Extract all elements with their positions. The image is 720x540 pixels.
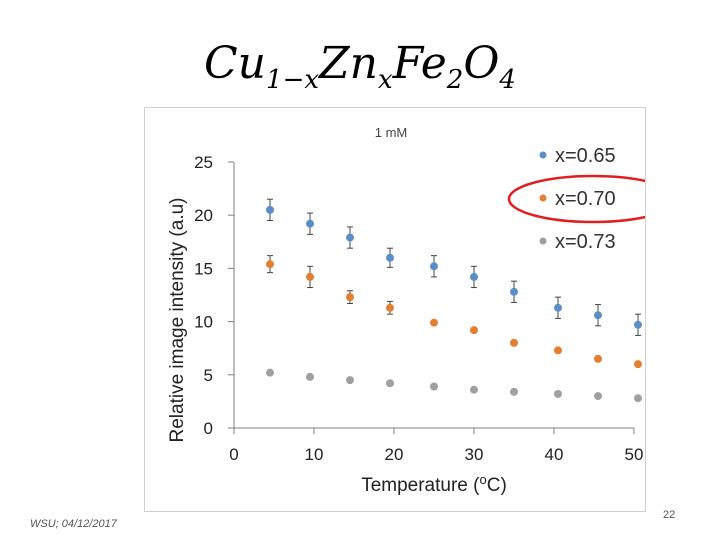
data-point-series-1 [386,253,394,262]
legend-marker-2 [539,194,547,202]
data-point-series-2 [306,272,314,281]
chart-title: 1 mM [375,125,408,140]
data-point-series-2 [510,338,518,347]
data-point-series-1 [266,205,274,214]
slide-title: Cu1−xZnxFe2O4 [0,38,720,95]
y-tick-label: 5 [204,366,213,385]
data-point-series-2 [594,354,602,363]
x-tick-label: 20 [385,445,404,464]
data-point-series-1 [554,303,562,312]
y-tick-label: 10 [194,313,213,332]
data-point-series-2 [386,303,394,312]
data-point-series-3 [510,387,518,396]
data-point-series-1 [306,219,314,228]
x-tick-label: 50 [625,445,644,464]
data-point-series-3 [266,368,274,377]
data-point-series-2 [634,360,642,369]
data-point-series-3 [554,389,562,398]
data-point-series-1 [510,287,518,296]
legend-marker-1 [539,151,547,159]
legend-label-3: x=0.73 [555,231,616,253]
legend-label-2: x=0.70 [555,188,616,210]
data-point-series-3 [430,382,438,391]
title-sub-3: 2 [446,64,464,95]
legend-marker-3 [539,237,547,245]
data-point-series-1 [430,262,438,271]
data-point-series-2 [430,318,438,327]
x-tick-label: 30 [465,445,484,464]
page-number: 22 [663,509,676,521]
highlight-ellipse [507,174,645,224]
data-point-series-3 [306,372,314,381]
x-axis-label: Temperature (oC) [361,472,507,496]
title-sub-2: x [377,64,393,95]
title-o: O [463,38,500,89]
y-axis-label: Relative image intensity (a.u) [167,198,188,443]
y-tick-label: 25 [194,153,213,172]
title-cu: Cu [204,38,267,89]
data-point-series-3 [386,379,394,388]
data-point-series-1 [594,311,602,320]
data-point-series-2 [266,260,274,269]
data-point-series-3 [634,394,642,403]
data-point-series-1 [634,320,642,329]
data-point-series-3 [594,392,602,401]
data-point-series-2 [346,293,354,302]
title-fe: Fe [392,38,447,89]
x-tick-label: 10 [305,445,324,464]
data-point-series-3 [346,376,354,385]
legend-label-1: x=0.65 [555,145,616,167]
y-tick-label: 0 [204,419,213,438]
data-point-series-1 [470,272,478,281]
scatter-chart: 1 mM 0 5 10 15 20 25 0 10 20 30 40 50 Temperature (oC… [167,125,645,496]
chart-panel: 1 mM 0 5 10 15 20 25 0 10 20 30 40 50 Temperature (oC… [144,107,646,512]
y-tick-label: 15 [194,259,213,278]
title-sub-1: 1−x [266,64,320,95]
data-point-series-1 [346,233,354,242]
data-point-series-2 [470,326,478,335]
x-tick-label: 0 [229,445,238,464]
y-tick-label: 20 [194,206,213,225]
title-zn: Zn [319,38,378,89]
x-tick-label: 40 [545,445,564,464]
footer-date: WSU; 04/12/2017 [30,518,117,530]
data-point-series-2 [554,346,562,355]
data-point-series-3 [470,385,478,394]
title-sub-4: 4 [499,64,516,95]
